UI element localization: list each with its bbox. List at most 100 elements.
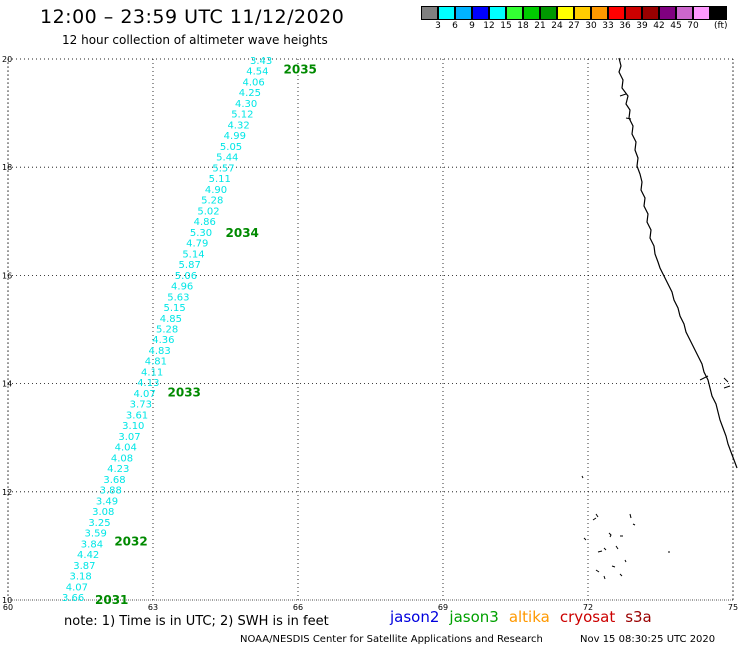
wave-height-value: 5.87: [179, 260, 201, 271]
wave-height-value: 3.18: [70, 572, 92, 583]
chart-title: 12:00 – 23:59 UTC 11/12/2020: [40, 6, 345, 28]
wave-height-value: 4.42: [77, 550, 99, 561]
axis-tick-labels: 60 63 66 69 72 75 20 18 16 14 12 10: [2, 55, 738, 612]
pass-label: 2035: [284, 63, 317, 77]
wave-height-value: 4.08: [111, 453, 133, 464]
satellite-label: s3a: [625, 608, 652, 626]
wave-height-value: 3.88: [100, 486, 122, 497]
lakshadweep-islands: [581, 475, 670, 580]
satellite-label: altika: [508, 608, 550, 626]
wave-height-value: 4.23: [107, 464, 129, 475]
wave-height-value: 3.66: [62, 593, 84, 604]
wave-height-value: 4.99: [224, 131, 246, 142]
legend-swatch: [710, 6, 727, 20]
wave-height-value: 5.63: [167, 292, 189, 303]
wave-height-value: 4.04: [115, 443, 137, 454]
legend-label: 45: [670, 21, 682, 31]
latitude-tick-label: 12: [2, 488, 12, 497]
wave-height-value: 3.07: [118, 432, 140, 443]
longitude-tick-label: 75: [728, 603, 738, 612]
wave-height-value: 5.12: [231, 110, 253, 121]
latitude-tick-label: 20: [2, 55, 12, 64]
wave-height-value: 5.57: [212, 163, 234, 174]
wave-height-value: 3.10: [122, 421, 144, 432]
wave-height-value: 4.32: [227, 120, 249, 131]
legend-swatch: [438, 6, 455, 20]
satellite-label: cryosat: [559, 608, 616, 626]
legend-swatch: [455, 6, 472, 20]
satellite-label: jason3: [449, 608, 499, 626]
wave-height-value: 5.28: [156, 325, 178, 336]
legend-label: 9: [469, 21, 475, 31]
footer-timestamp: Nov 15 08:30:25 UTC 2020: [580, 634, 716, 645]
legend-label: 42: [653, 21, 665, 31]
wave-height-value: 3.08: [92, 507, 114, 518]
wave-height-value: 3.59: [85, 529, 107, 540]
wave-height-value: 5.30: [190, 228, 212, 239]
legend-label: 12: [483, 21, 495, 31]
wave-height-value: 5.02: [197, 206, 219, 217]
wave-height-value: 4.90: [205, 185, 227, 196]
pass-label: 2031: [95, 593, 128, 607]
color-scale-labels: 3 6 9 12 15 18 21 24 27 30 33 36 39 42 45 70: [421, 21, 740, 33]
wave-height-value: 4.13: [137, 378, 159, 389]
map-frame: [7, 58, 734, 601]
legend-swatch: [659, 6, 676, 20]
legend-swatch: [642, 6, 659, 20]
wave-height-value: 3.43: [250, 56, 272, 67]
legend-label: 70: [687, 21, 699, 31]
legend-label: 15: [500, 21, 512, 31]
legend-swatch: [472, 6, 489, 20]
wave-height-value: 5.14: [182, 249, 204, 260]
legend-label: 33: [602, 21, 614, 31]
legend-swatch: [540, 6, 557, 20]
legend-swatch: [591, 6, 608, 20]
wave-height-value: 4.11: [141, 367, 163, 378]
latitude-tick-label: 10: [2, 596, 12, 605]
legend-swatch: [625, 6, 642, 20]
wave-height-value: 4.36: [152, 335, 174, 346]
legend-label: 24: [551, 21, 563, 31]
chart-subtitle: 12 hour collection of altimeter wave hei…: [62, 33, 328, 47]
wave-height-value: 3.68: [103, 475, 125, 486]
legend-label: 39: [636, 21, 648, 31]
legend-swatch: [506, 6, 523, 20]
wave-height-value: 5.11: [209, 174, 231, 185]
wave-height-value: 3.61: [126, 410, 148, 421]
wave-height-value: 4.07: [66, 582, 88, 593]
longitude-tick-label: 72: [583, 603, 593, 612]
color-scale-unit: (ft): [714, 21, 728, 31]
legend-label: 27: [568, 21, 580, 31]
legend-label: 21: [534, 21, 546, 31]
wave-height-value: 3.49: [96, 496, 118, 507]
wave-height-value: 5.28: [201, 196, 223, 207]
legend-swatch: [421, 6, 438, 20]
longitude-tick-label: 66: [293, 603, 303, 612]
satellite-label: jason2: [390, 608, 440, 626]
wave-height-value: 5.06: [175, 271, 197, 282]
longitude-tick-label: 69: [438, 603, 448, 612]
wave-height-value: 4.30: [235, 99, 257, 110]
legend-label: 30: [585, 21, 597, 31]
longitude-tick-label: 60: [3, 603, 13, 612]
wave-height-value: 3.87: [73, 561, 95, 572]
wave-height-value: 4.81: [145, 357, 167, 368]
pass-number-labels: 2035 2034 2033 2032 2031: [95, 63, 317, 607]
wave-height-value: 4.25: [239, 88, 261, 99]
pass-label: 2033: [168, 386, 201, 400]
legend-label: 6: [452, 21, 458, 31]
latitude-tick-label: 14: [2, 380, 12, 389]
pass-label: 2034: [226, 226, 259, 240]
footer-credit: NOAA/NESDIS Center for Satellite Applica…: [240, 634, 543, 645]
graticule-grid: [7, 58, 734, 601]
legend-swatch: [557, 6, 574, 20]
wave-height-value: 3.73: [130, 400, 152, 411]
wave-height-value: 4.83: [148, 346, 170, 357]
wave-height-value: 4.96: [171, 282, 193, 293]
legend-label: 3: [435, 21, 441, 31]
wave-height-value: 5.44: [216, 153, 238, 164]
legend-swatch: [608, 6, 625, 20]
wave-height-value: 4.86: [194, 217, 216, 228]
legend-swatch: [489, 6, 506, 20]
